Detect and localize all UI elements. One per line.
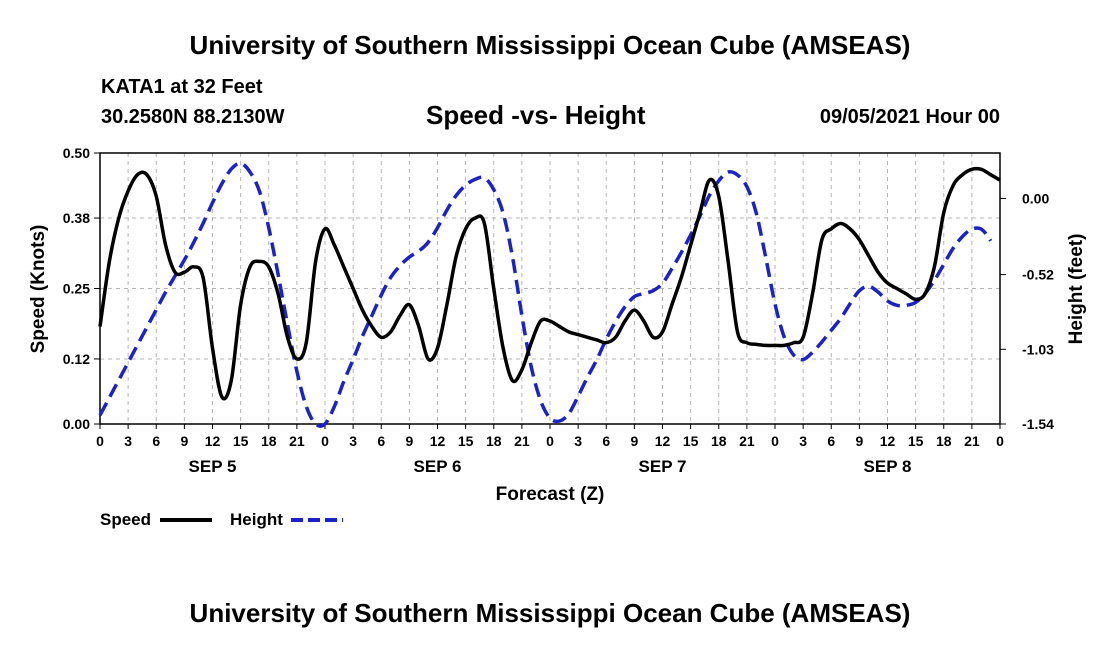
- x-tick-label: 12: [880, 433, 896, 449]
- x-tick-label: 18: [261, 433, 277, 449]
- x-tick-label: 12: [205, 433, 221, 449]
- x-tick-label: 21: [514, 433, 530, 449]
- x-tick-label: 3: [349, 433, 357, 449]
- legend-height-label: Height: [230, 510, 283, 529]
- y-right-tick-label: -0.52: [1022, 267, 1054, 283]
- station-coordinates: 30.2580N 88.2130W: [101, 106, 285, 128]
- x-tick-label: 15: [233, 433, 249, 449]
- x-tick-label: 0: [996, 433, 1004, 449]
- x-tick-label: 3: [124, 433, 132, 449]
- x-tick-label: 9: [630, 433, 638, 449]
- forecast-date: 09/05/2021 Hour 00: [819, 106, 1000, 128]
- y-right-tick-label: 0.00: [1022, 190, 1049, 206]
- x-tick-label: 6: [152, 433, 160, 449]
- x-tick-label: 9: [180, 433, 188, 449]
- x-tick-label: 12: [430, 433, 446, 449]
- x-tick-label: 18: [936, 433, 952, 449]
- x-tick-label: 15: [683, 433, 699, 449]
- x-tick-label: 0: [771, 433, 779, 449]
- day-label: SEP 8: [864, 457, 912, 476]
- x-tick-label: 18: [486, 433, 502, 449]
- x-tick-label: 15: [908, 433, 924, 449]
- day-label: SEP 5: [189, 457, 237, 476]
- y-axis-left-label: Speed (Knots): [28, 225, 49, 354]
- y-right-tick-label: -1.03: [1022, 341, 1054, 357]
- day-label: SEP 7: [639, 457, 687, 476]
- x-tick-label: 0: [321, 433, 329, 449]
- page-title-bottom: University of Southern Mississippi Ocean…: [189, 598, 911, 628]
- x-tick-label: 9: [405, 433, 413, 449]
- chart-axes: 0 3 6 9 12 15 18 21 0 3 6 9 12 15 18 21 0 3 6 9 12 15 18 21 0 3 6 9…: [63, 145, 1054, 476]
- x-tick-label: 15: [458, 433, 474, 449]
- station-label: KATA1 at 32 Feet: [101, 76, 263, 98]
- x-tick-label: 6: [377, 433, 385, 449]
- x-tick-label: 3: [574, 433, 582, 449]
- page-title-top: University of Southern Mississippi Ocean…: [189, 30, 911, 60]
- series-layer: [98, 161, 1001, 428]
- x-tick-label: 9: [855, 433, 863, 449]
- day-label: SEP 6: [414, 457, 462, 476]
- x-tick-label: 21: [964, 433, 980, 449]
- series-line-height: [98, 161, 993, 428]
- x-tick-label: 21: [739, 433, 755, 449]
- x-tick-label: 6: [602, 433, 610, 449]
- y-left-tick-label: 0.50: [63, 145, 90, 161]
- y-axis-right-label: Height (feet): [1066, 234, 1087, 345]
- y-left-tick-label: 0.12: [63, 351, 90, 367]
- x-tick-label: 0: [96, 433, 104, 449]
- x-axis-label: Forecast (Z): [496, 484, 605, 505]
- y-left-tick-label: 0.38: [63, 210, 90, 226]
- y-left-tick-label: 0.25: [63, 281, 90, 297]
- x-tick-label: 0: [546, 433, 554, 449]
- x-tick-label: 21: [289, 433, 305, 449]
- x-tick-label: 3: [799, 433, 807, 449]
- chart-grid: [100, 153, 1000, 424]
- y-left-tick-label: 0.00: [63, 416, 90, 432]
- chart-title: Speed -vs- Height: [426, 100, 646, 130]
- series-line-speed: [98, 166, 1001, 401]
- legend-speed-label: Speed: [100, 510, 151, 529]
- x-tick-label: 6: [827, 433, 835, 449]
- y-right-tick-label: -1.54: [1022, 416, 1054, 432]
- x-tick-label: 18: [711, 433, 727, 449]
- x-tick-label: 12: [655, 433, 671, 449]
